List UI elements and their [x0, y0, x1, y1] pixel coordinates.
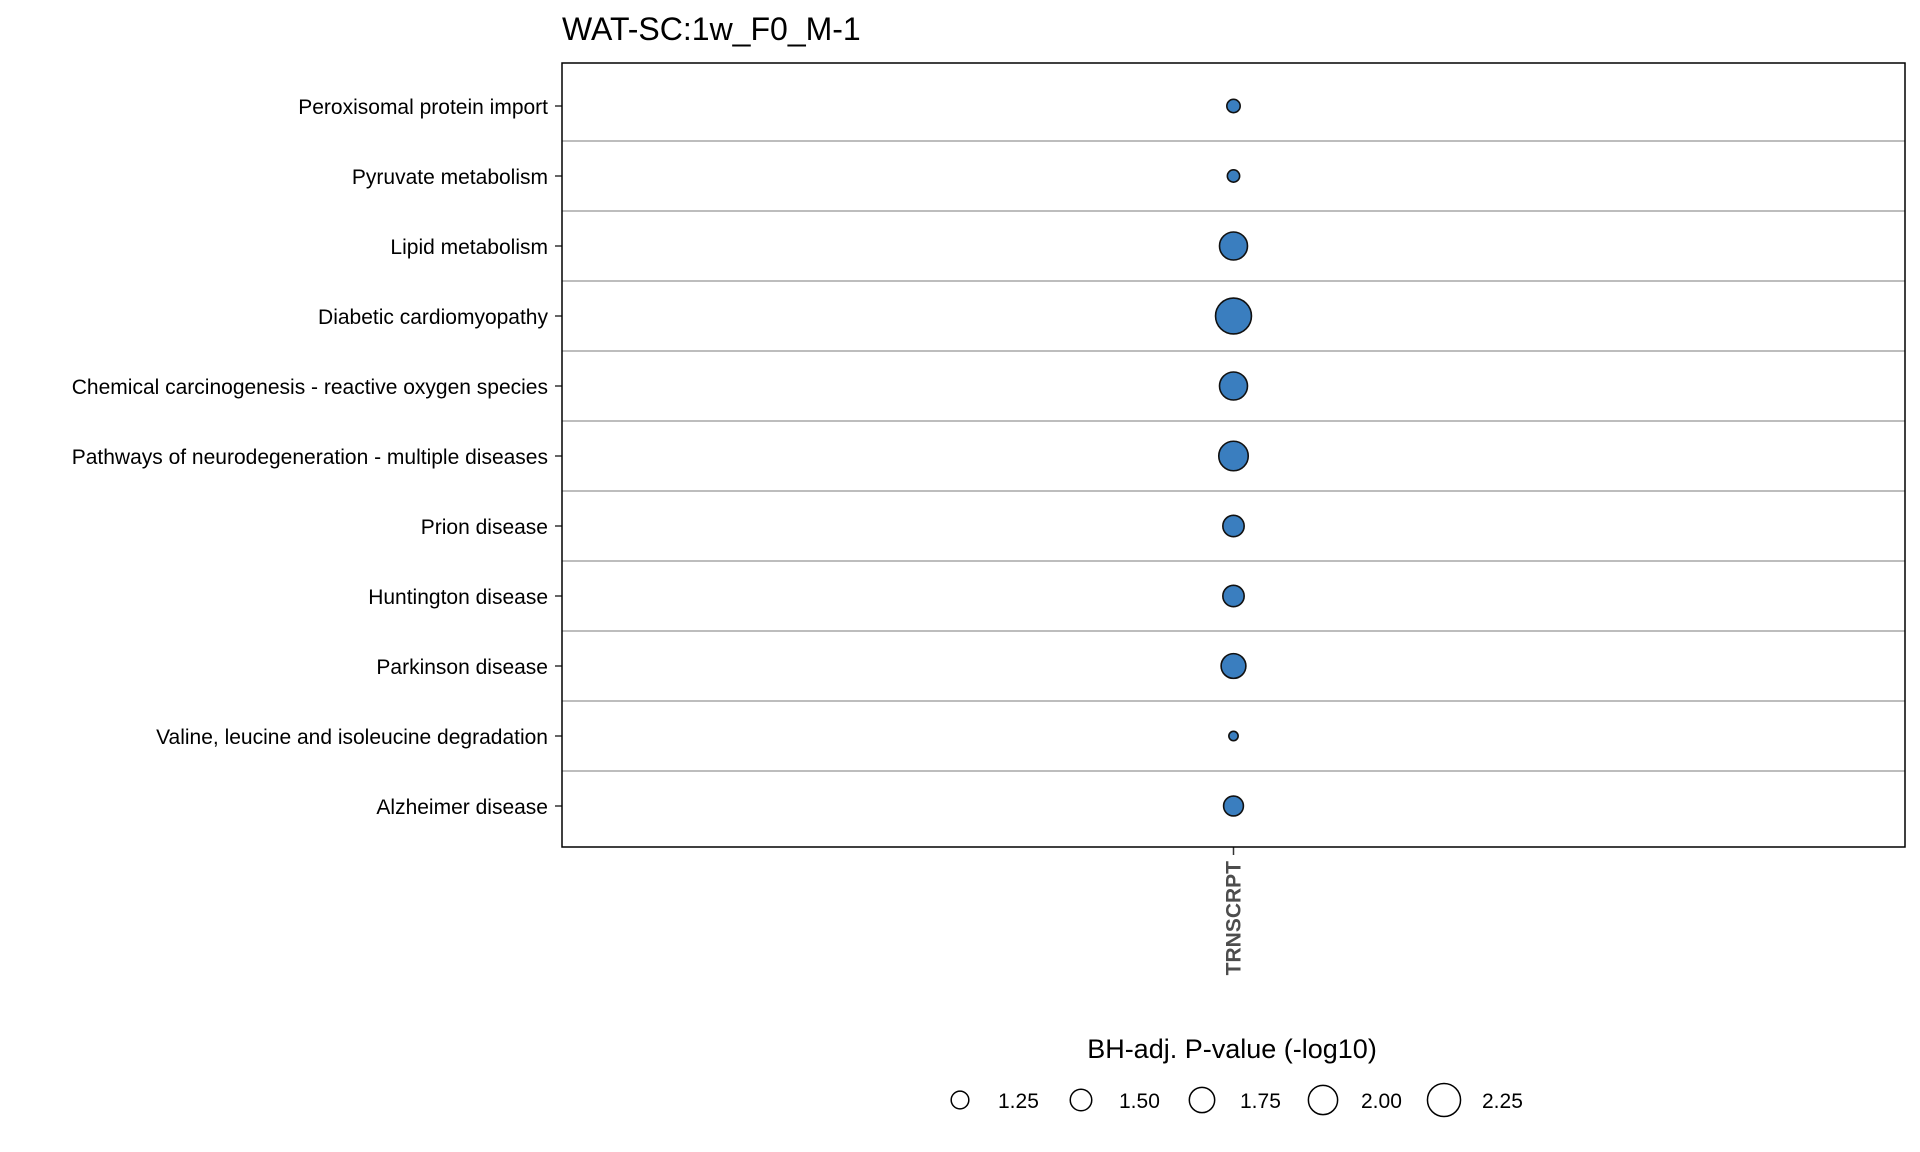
legend-size-swatch	[950, 1090, 970, 1110]
data-point	[1228, 730, 1239, 742]
y-tick-label: Prion disease	[421, 516, 548, 539]
data-point	[1222, 514, 1245, 538]
y-tick-label: Pathways of neurodegeneration - multiple…	[72, 446, 548, 469]
data-point	[1218, 371, 1249, 401]
y-axis: Peroxisomal protein import Pyruvate metab…	[72, 96, 562, 819]
y-tick-label: Valine, leucine and isoleucine degradati…	[156, 726, 548, 749]
y-tick-label: Lipid metabolism	[390, 236, 548, 259]
x-tick-label: TRNSCRPT	[1223, 861, 1246, 976]
points	[1214, 98, 1253, 817]
size-legend: BH-adj. P-value (-log10) 1.25 1.50 1.75 2.0…	[950, 1034, 1523, 1118]
legend-size-swatch	[1069, 1088, 1093, 1112]
y-tick-label: Huntington disease	[368, 586, 548, 609]
legend-label: 2.00	[1361, 1090, 1402, 1113]
plot-panel-border	[561, 62, 1906, 848]
legend-label: 1.75	[1240, 1090, 1281, 1113]
data-point	[1214, 297, 1253, 335]
legend-label: 1.50	[1119, 1090, 1160, 1113]
gridlines	[562, 140, 1905, 772]
data-point	[1226, 98, 1241, 114]
legend-size-swatch	[1188, 1086, 1216, 1114]
y-tick-label: Chemical carcinogenesis - reactive oxyge…	[72, 376, 548, 399]
legend-title: BH-adj. P-value (-log10)	[1087, 1034, 1377, 1064]
legend-label: 1.25	[998, 1090, 1039, 1113]
data-point	[1217, 440, 1250, 472]
y-tick-label: Diabetic cardiomyopathy	[318, 306, 548, 329]
data-point	[1222, 795, 1245, 817]
data-point	[1222, 584, 1245, 608]
chart-title: WAT-SC:1w_F0_M-1	[562, 11, 861, 47]
x-axis: TRNSCRPT	[1223, 847, 1246, 975]
y-tick-label: Alzheimer disease	[376, 796, 548, 819]
y-tick-label: Peroxisomal protein import	[298, 96, 548, 119]
legend-label: 2.25	[1482, 1090, 1523, 1113]
legend-size-swatch	[1307, 1084, 1339, 1116]
y-tick-label: Parkinson disease	[376, 656, 548, 679]
data-point	[1218, 231, 1249, 261]
legend-size-swatch	[1426, 1082, 1462, 1118]
data-point	[1220, 652, 1247, 680]
y-tick-label: Pyruvate metabolism	[352, 166, 548, 189]
data-point	[1226, 169, 1241, 183]
